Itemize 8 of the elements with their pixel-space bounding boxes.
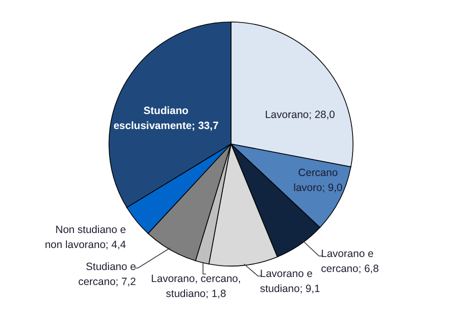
slice-label: Studiano esclusivamente; 33,7: [113, 105, 219, 132]
slice-label: Lavorano, cercano, studiano; 1,8: [151, 273, 241, 300]
slice-label: Studiano e cercano; 7,2: [78, 261, 136, 288]
slice-label: Lavorano e studiano; 9,1: [260, 268, 320, 296]
slice-label: Non studiano e non lavorano; 4,4: [44, 224, 126, 252]
slice-label: Lavorano; 28,0: [264, 109, 336, 121]
slice-label: Cercano lavoro; 9,0: [293, 167, 343, 194]
slice-label: Lavorano e cercano; 6,8: [321, 248, 379, 276]
